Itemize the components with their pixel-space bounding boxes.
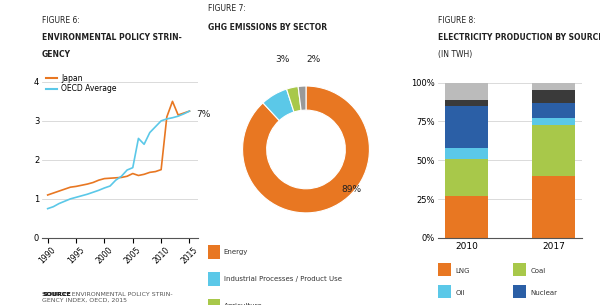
Text: Energy: Energy — [224, 249, 248, 255]
Bar — [208, 299, 220, 305]
Text: Coal: Coal — [530, 268, 545, 274]
Text: SOURCE: SOURCE — [42, 292, 71, 296]
Bar — [208, 271, 220, 286]
Text: FIGURE 6:: FIGURE 6: — [42, 16, 80, 26]
Bar — [513, 263, 526, 277]
Bar — [445, 83, 488, 100]
Wedge shape — [287, 87, 301, 112]
Legend: Japan, OECD Average: Japan, OECD Average — [46, 74, 116, 94]
Text: FIGURE 8:: FIGURE 8: — [438, 16, 476, 26]
Text: Nuclear: Nuclear — [530, 290, 557, 296]
Bar — [445, 148, 488, 159]
Wedge shape — [298, 86, 306, 110]
Text: Oil: Oil — [455, 290, 464, 296]
Bar — [208, 245, 220, 259]
Bar — [532, 124, 575, 176]
Wedge shape — [263, 89, 294, 120]
Text: GENCY: GENCY — [42, 50, 71, 59]
Wedge shape — [242, 86, 370, 213]
Text: FIGURE 7:: FIGURE 7: — [208, 4, 245, 13]
Bar — [532, 103, 575, 118]
Bar — [445, 100, 488, 106]
Bar — [438, 263, 451, 277]
Bar — [438, 285, 451, 298]
Text: (IN TWH): (IN TWH) — [438, 50, 472, 59]
Bar — [445, 106, 488, 148]
Text: 7%: 7% — [196, 110, 211, 119]
Text: Agriculture: Agriculture — [224, 303, 262, 305]
Text: Industrial Processes / Product Use: Industrial Processes / Product Use — [224, 276, 341, 282]
Bar — [445, 196, 488, 238]
Text: ENVIRONMENTAL POLICY STRIN-: ENVIRONMENTAL POLICY STRIN- — [42, 33, 182, 42]
Text: GHG EMISSIONS BY SECTOR: GHG EMISSIONS BY SECTOR — [208, 23, 327, 32]
Text: LNG: LNG — [455, 268, 470, 274]
Text: ELECTRICITY PRODUCTION BY SOURCE: ELECTRICITY PRODUCTION BY SOURCE — [438, 33, 600, 42]
Bar — [532, 176, 575, 238]
Text: 2%: 2% — [307, 55, 321, 64]
Text: SOURCE: SOURCE — [42, 292, 71, 296]
Text: 89%: 89% — [341, 185, 361, 194]
Bar — [532, 90, 575, 103]
Bar — [532, 83, 575, 90]
Bar — [445, 159, 488, 196]
Text: 3%: 3% — [275, 55, 289, 64]
Bar — [532, 118, 575, 124]
Bar — [513, 285, 526, 298]
Text: SOURCE: ENVIRONMENTAL POLICY STRIN-
GENCY INDEX, OECD, 2015: SOURCE: ENVIRONMENTAL POLICY STRIN- GENC… — [42, 292, 173, 302]
